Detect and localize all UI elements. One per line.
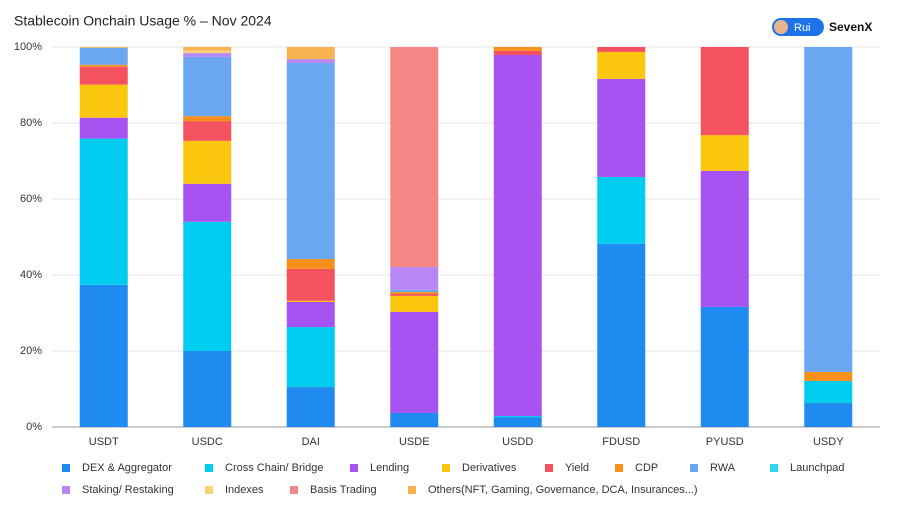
legend-label: Staking/ Restaking: [82, 484, 174, 496]
bar-segment: [493, 47, 542, 51]
bar-segment: [286, 62, 335, 260]
badge-brand: SevenX: [829, 20, 872, 34]
bar-segment: [286, 301, 335, 328]
y-tick-label: 20%: [20, 345, 42, 357]
bar-segment: [183, 140, 232, 184]
x-tick-label: USDY: [813, 436, 844, 448]
bar-segment: [79, 66, 128, 85]
legend-label: CDP: [635, 462, 658, 474]
bar-segment: [597, 51, 646, 79]
legend-swatch: [205, 464, 213, 472]
legend-swatch: [690, 464, 698, 472]
bar-segment: [183, 116, 232, 122]
bar-segment: [79, 284, 128, 427]
bar-segment: [597, 176, 646, 244]
bar-segment: [79, 84, 128, 118]
legend-swatch: [205, 486, 213, 494]
bar-segment: [286, 268, 335, 301]
bar-segment: [493, 415, 542, 418]
legend-swatch: [408, 486, 416, 494]
bar-segment: [183, 121, 232, 141]
bar-segment: [390, 295, 439, 312]
bar-segment: [597, 243, 646, 427]
bar-segment: [286, 387, 335, 427]
bar-segment: [700, 135, 749, 171]
x-tick-label: USDT: [89, 436, 119, 448]
bar-segment: [493, 54, 542, 416]
bar-segment: [286, 59, 335, 63]
bar-segment: [79, 47, 128, 65]
bar-segment: [700, 47, 749, 136]
y-tick-label: 60%: [20, 193, 42, 205]
bar-segment: [183, 221, 232, 351]
bar-segment: [390, 294, 439, 296]
x-tick-label: PYUSD: [706, 436, 744, 448]
badge: Rui SevenX: [772, 18, 872, 36]
bar-segment: [390, 289, 439, 293]
y-tick-label: 100%: [14, 41, 42, 53]
bar-segment: [804, 403, 853, 427]
legend-swatch: [290, 486, 298, 494]
legend-label: Indexes: [225, 484, 264, 496]
bar-segment: [804, 371, 853, 382]
legend-label: Lending: [370, 462, 409, 474]
bar-segment: [79, 138, 128, 285]
legend-swatch: [62, 464, 70, 472]
legend-label: Others(NFT, Gaming, Governance, DCA, Ins…: [428, 484, 698, 496]
x-tick-label: USDE: [399, 436, 430, 448]
bar-segment: [597, 47, 646, 52]
bar-segment: [183, 47, 232, 51]
x-tick-label: USDC: [192, 436, 223, 448]
bar-segment: [804, 47, 853, 372]
bar-segment: [79, 117, 128, 139]
bar-segment: [286, 47, 335, 60]
bar-segment: [183, 183, 232, 222]
bar-segment: [390, 311, 439, 413]
bar-segment: [183, 50, 232, 54]
bar-segment: [79, 64, 128, 67]
bar-segment: [183, 56, 232, 117]
bar-segment: [183, 53, 232, 57]
bar-segment: [700, 170, 749, 307]
bar-segment: [286, 300, 335, 302]
chart-title: Stablecoin Onchain Usage % – Nov 2024: [14, 13, 272, 29]
bar-segment: [286, 327, 335, 388]
legend-swatch: [62, 486, 70, 494]
legend-label: Derivatives: [462, 462, 517, 474]
x-tick-label: DAI: [302, 436, 320, 448]
legend-label: Yield: [565, 462, 589, 474]
bar-segment: [390, 412, 439, 427]
badge-avatar: [774, 20, 788, 34]
bar-segment: [390, 267, 439, 290]
legend-swatch: [615, 464, 623, 472]
bar-segment: [804, 381, 853, 404]
legend-label: RWA: [710, 462, 736, 474]
y-tick-label: 80%: [20, 117, 42, 129]
bar-segment: [390, 47, 439, 268]
legend-label: Launchpad: [790, 462, 844, 474]
legend-label: Basis Trading: [310, 484, 377, 496]
legend-label: DEX & Aggregator: [82, 462, 172, 474]
bar-segment: [390, 292, 439, 294]
bar-segment: [597, 78, 646, 177]
bar-segment: [700, 306, 749, 427]
y-tick-label: 0%: [26, 421, 42, 433]
legend-label: Cross Chain/ Bridge: [225, 462, 323, 474]
badge-user: Rui: [794, 22, 811, 34]
bar-segment: [493, 417, 542, 427]
bar-segment: [286, 259, 335, 269]
x-tick-label: USDD: [502, 436, 533, 448]
legend-swatch: [770, 464, 778, 472]
legend-swatch: [545, 464, 553, 472]
bar-segment: [183, 351, 232, 427]
x-tick-label: FDUSD: [602, 436, 640, 448]
bar-segment: [493, 50, 542, 55]
legend-swatch: [350, 464, 358, 472]
bar-segment: [79, 47, 128, 48]
legend-swatch: [442, 464, 450, 472]
y-tick-label: 40%: [20, 269, 42, 281]
